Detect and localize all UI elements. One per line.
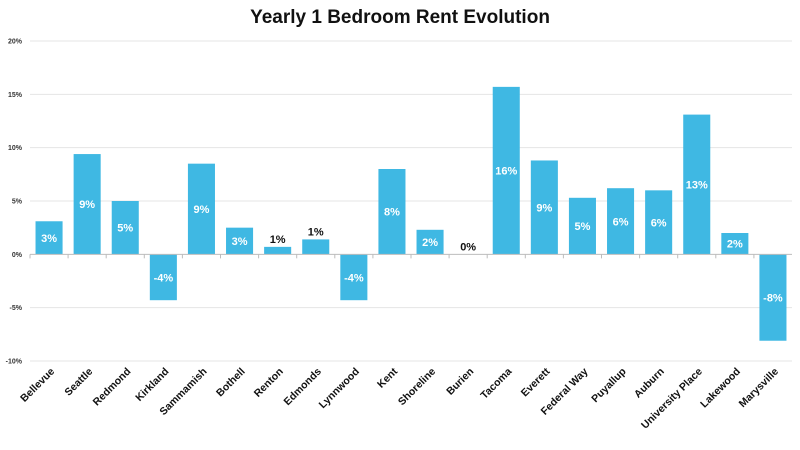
data-label: 13% xyxy=(686,179,708,191)
data-label: 3% xyxy=(41,233,57,245)
x-tick-label: Seattle xyxy=(62,366,95,399)
bar-sammamish xyxy=(187,163,215,255)
data-label: -8% xyxy=(763,293,783,305)
bar-federal-way xyxy=(568,197,596,255)
bar-kirkland xyxy=(149,254,177,301)
bar-lynnwood xyxy=(340,254,368,301)
bars xyxy=(35,86,787,341)
bar-bellevue xyxy=(35,221,63,255)
x-tick-label: Kent xyxy=(375,365,400,390)
data-label: 2% xyxy=(422,237,438,249)
chart-title: Yearly 1 Bedroom Rent Evolution xyxy=(250,7,550,28)
x-tick-label: Puyallup xyxy=(589,366,628,405)
data-label: 5% xyxy=(574,221,590,233)
data-label: 9% xyxy=(79,199,95,211)
bar-bothell xyxy=(226,227,254,255)
x-tick-label: Marysville xyxy=(737,366,782,411)
x-tick-label: Bellevue xyxy=(18,366,57,405)
data-label: 1% xyxy=(308,226,324,238)
y-tick-label: 15% xyxy=(8,92,23,99)
data-label: -4% xyxy=(344,272,364,284)
x-tick-label: Lynnwood xyxy=(317,366,362,411)
data-label: 1% xyxy=(270,234,286,246)
x-tick-label: Auburn xyxy=(632,366,667,401)
data-label: 6% xyxy=(651,217,667,229)
bar-auburn xyxy=(645,190,673,255)
bar-tacoma xyxy=(492,86,520,255)
y-tick-label: 20% xyxy=(8,39,23,46)
bar-seattle xyxy=(73,154,101,255)
bar-lakewood xyxy=(721,233,749,255)
data-label: -4% xyxy=(154,272,174,284)
x-tick-label: Redmond xyxy=(91,366,134,409)
y-tick-label: 10% xyxy=(8,145,23,152)
bar-shoreline xyxy=(416,229,444,255)
data-label: 2% xyxy=(727,239,743,251)
y-tick-label: 0% xyxy=(12,252,23,259)
data-label: 16% xyxy=(495,166,517,178)
bar-everett xyxy=(530,160,558,255)
x-tick-label: Shoreline xyxy=(396,366,438,408)
data-label: 6% xyxy=(613,216,629,228)
y-tick-label: -5% xyxy=(10,305,23,312)
y-tick-label: 5% xyxy=(12,199,23,206)
data-label: 9% xyxy=(193,204,209,216)
x-tick-label: Tacoma xyxy=(478,366,514,402)
bar-marysville xyxy=(759,254,787,341)
data-label: 8% xyxy=(384,207,400,219)
x-tick-label: Lakewood xyxy=(698,366,743,411)
bar-university-place xyxy=(683,114,711,255)
bar-edmonds xyxy=(302,239,330,255)
x-tick-label: Kirkland xyxy=(133,366,171,404)
gridlines xyxy=(30,40,792,362)
data-labels: 3% 9% 5% -4% 9% 3% 1% 1% -4% 8% 2% 0% 16% 9% 5% 6% 6% 13%… xyxy=(41,166,783,305)
data-label: 0% xyxy=(460,241,476,253)
bar-puyallup xyxy=(607,188,635,255)
x-tick-label: Bothell xyxy=(214,366,248,400)
bar-redmond xyxy=(111,201,139,255)
data-label: 9% xyxy=(536,202,552,214)
x-tick-label: Burien xyxy=(444,366,476,398)
bar-kent xyxy=(378,169,406,255)
bar-renton xyxy=(264,246,292,255)
x-tick-label: Everett xyxy=(519,365,553,399)
y-tick-label: -10% xyxy=(6,359,23,366)
data-label: 5% xyxy=(117,223,133,235)
data-label: 3% xyxy=(232,236,248,248)
x-tick-label: Renton xyxy=(252,366,286,400)
